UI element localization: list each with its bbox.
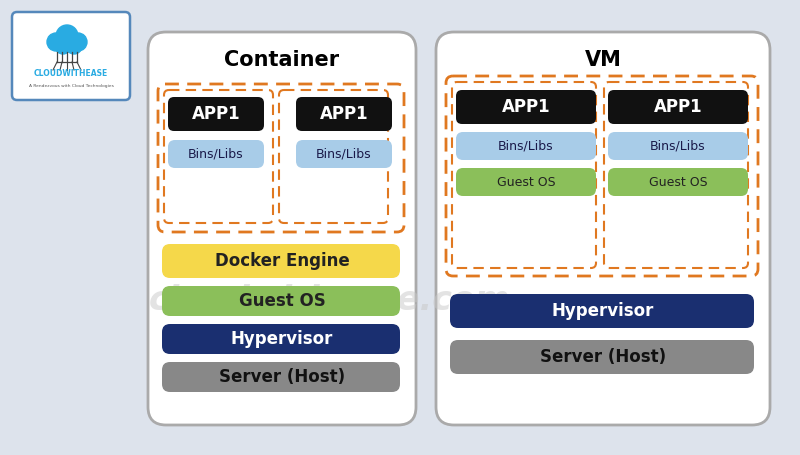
FancyBboxPatch shape xyxy=(296,97,392,131)
Text: Guest OS: Guest OS xyxy=(238,292,326,310)
FancyBboxPatch shape xyxy=(12,12,130,100)
Text: APP1: APP1 xyxy=(502,98,550,116)
FancyBboxPatch shape xyxy=(608,168,748,196)
FancyBboxPatch shape xyxy=(296,140,392,168)
Text: Bins/Libs: Bins/Libs xyxy=(316,147,372,161)
Circle shape xyxy=(69,33,87,51)
FancyBboxPatch shape xyxy=(608,90,748,124)
FancyBboxPatch shape xyxy=(450,294,754,328)
Text: Server (Host): Server (Host) xyxy=(540,348,666,366)
Circle shape xyxy=(66,38,82,54)
FancyBboxPatch shape xyxy=(162,286,400,316)
Text: APP1: APP1 xyxy=(654,98,702,116)
Text: CLOUDWITHEASE: CLOUDWITHEASE xyxy=(34,70,108,79)
FancyBboxPatch shape xyxy=(450,340,754,374)
Text: Bins/Libs: Bins/Libs xyxy=(498,140,554,152)
FancyBboxPatch shape xyxy=(162,362,400,392)
Text: APP1: APP1 xyxy=(320,105,368,123)
FancyBboxPatch shape xyxy=(456,132,596,160)
Text: Guest OS: Guest OS xyxy=(649,176,707,188)
Text: Container: Container xyxy=(225,50,339,70)
Text: Guest OS: Guest OS xyxy=(497,176,555,188)
Text: VM: VM xyxy=(585,50,622,70)
FancyBboxPatch shape xyxy=(168,140,264,168)
Text: Hypervisor: Hypervisor xyxy=(231,330,333,348)
FancyBboxPatch shape xyxy=(162,244,400,278)
Text: Bins/Libs: Bins/Libs xyxy=(650,140,706,152)
FancyBboxPatch shape xyxy=(168,97,264,131)
Text: APP1: APP1 xyxy=(192,105,240,123)
FancyBboxPatch shape xyxy=(162,324,400,354)
Circle shape xyxy=(56,25,78,47)
Text: Hypervisor: Hypervisor xyxy=(552,302,654,320)
Circle shape xyxy=(47,33,65,51)
Text: Docker Engine: Docker Engine xyxy=(214,252,350,270)
Text: cloudwithease.com: cloudwithease.com xyxy=(150,283,510,317)
FancyBboxPatch shape xyxy=(436,32,770,425)
Circle shape xyxy=(55,38,71,54)
FancyBboxPatch shape xyxy=(148,32,416,425)
Text: Bins/Libs: Bins/Libs xyxy=(188,147,244,161)
FancyBboxPatch shape xyxy=(456,90,596,124)
Text: Server (Host): Server (Host) xyxy=(219,368,345,386)
FancyBboxPatch shape xyxy=(456,168,596,196)
FancyBboxPatch shape xyxy=(608,132,748,160)
Text: A Rendezvous with Cloud Technologies: A Rendezvous with Cloud Technologies xyxy=(29,84,114,88)
